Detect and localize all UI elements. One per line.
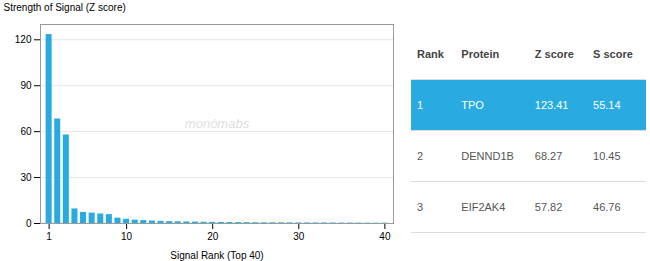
- svg-text:120: 120: [15, 34, 32, 45]
- svg-text:30: 30: [293, 231, 305, 242]
- svg-text:Strength of Signal (Z score): Strength of Signal (Z score): [4, 2, 126, 13]
- svg-text:20: 20: [207, 231, 219, 242]
- html-text:Protein: Protein: [461, 47, 500, 60]
- html-text:1: 1: [417, 98, 424, 111]
- html-text:EIF2AK4: EIF2AK4: [461, 200, 506, 213]
- html-text:55.14: 55.14: [593, 98, 621, 111]
- svg-text:90: 90: [20, 80, 32, 91]
- html-text:57.82: 57.82: [534, 200, 563, 213]
- html-text:S score: S score: [593, 47, 633, 60]
- html-text:DENND1B: DENND1B: [461, 149, 514, 162]
- html-text:46.76: 46.76: [593, 200, 621, 213]
- html-text:3: 3: [417, 200, 424, 213]
- svg-text:1: 1: [46, 231, 52, 242]
- html-text:Z score: Z score: [534, 47, 574, 60]
- svg-text:30: 30: [20, 172, 32, 183]
- svg-text:Signal Rank (Top 40): Signal Rank (Top 40): [170, 250, 263, 261]
- svg-text:0: 0: [26, 218, 32, 229]
- html-text:10.45: 10.45: [593, 149, 621, 162]
- html-text:68.27: 68.27: [534, 149, 563, 162]
- svg-text:60: 60: [20, 126, 32, 137]
- svg-text:monómabs: monómabs: [185, 116, 250, 131]
- svg-text:40: 40: [379, 231, 391, 242]
- html-text:2: 2: [417, 149, 424, 162]
- html-text:Rank: Rank: [417, 47, 444, 60]
- svg-text:10: 10: [121, 231, 133, 242]
- html-text:TPO: TPO: [461, 98, 484, 111]
- html-text:123.41: 123.41: [534, 98, 569, 111]
